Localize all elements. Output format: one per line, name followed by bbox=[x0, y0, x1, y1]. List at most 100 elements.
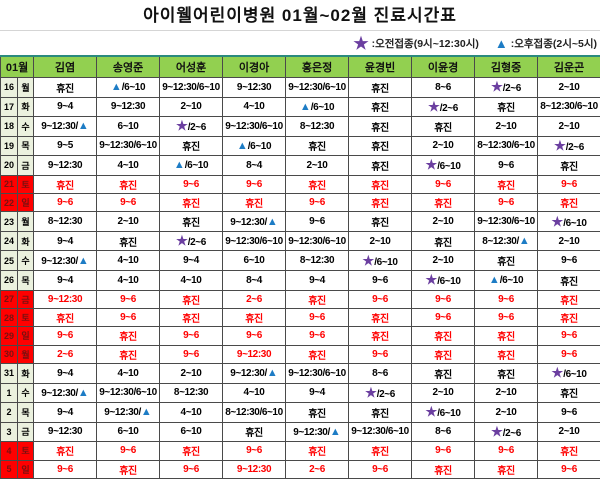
schedule-cell: 휴진 bbox=[348, 193, 413, 213]
schedule-cell: 9~12:30/▲ bbox=[33, 382, 98, 404]
doctor-name-header: 이윤경 bbox=[411, 55, 476, 78]
schedule-cell: 9~6 bbox=[96, 193, 161, 213]
day-cell: 토 bbox=[16, 307, 35, 328]
schedule-cell: 휴진 bbox=[474, 344, 539, 365]
date-cell: 27 bbox=[0, 289, 18, 309]
schedule-cell: 휴진 bbox=[33, 307, 98, 328]
afternoon-vaccine-triangle-icon: ▲ bbox=[140, 406, 152, 419]
morning-vaccine-star-icon: ★ bbox=[554, 137, 566, 153]
schedule-cell: 9~12:30/6~10 bbox=[222, 116, 287, 137]
schedule-row: 4 토 휴진 9~6 휴진 9~6 휴진 휴진 9~6 9~6 휴진 bbox=[0, 441, 600, 461]
schedule-cell: 9~6 bbox=[285, 326, 350, 346]
doctor-name-header: 김염 bbox=[33, 55, 98, 78]
schedule-row: 17 화 9~4 9~12:30 2~10 4~10 ▲/6~10 휴진 ★/2~6 휴진 8~12… bbox=[0, 96, 600, 118]
day-cell: 금 bbox=[16, 421, 35, 443]
schedule-cell: 9~6 bbox=[411, 307, 476, 328]
schedule-cell: 9~6 bbox=[222, 326, 287, 346]
schedule-cell: 휴진 bbox=[474, 96, 539, 118]
schedule-cell: 휴진 bbox=[96, 174, 161, 195]
schedule-cell: 2~10 bbox=[285, 155, 350, 176]
schedule-cell: 9~6 bbox=[285, 307, 350, 328]
schedule-cell: 8~12:30/6~10 bbox=[537, 96, 600, 118]
schedule-cell: 2~10 bbox=[537, 77, 600, 98]
schedule-cell: 9~6 bbox=[411, 441, 476, 461]
doctor-name-header: 이경아 bbox=[222, 55, 287, 78]
schedule-cell: 휴진 bbox=[285, 289, 350, 309]
schedule-cell: 2~10 bbox=[474, 116, 539, 137]
schedule-cell: 휴진 bbox=[474, 250, 539, 271]
schedule-cell: 휴진 bbox=[348, 402, 413, 423]
afternoon-vaccine-triangle-icon: ▲ bbox=[488, 274, 500, 287]
schedule-cell: 6~10 bbox=[159, 421, 224, 443]
schedule-cell: 2~10 bbox=[537, 230, 600, 252]
schedule-cell: 휴진 bbox=[159, 307, 224, 328]
schedule-cell: 9~6 bbox=[474, 289, 539, 309]
schedule-cell: 9~6 bbox=[159, 459, 224, 479]
schedule-cell: 4~10 bbox=[96, 250, 161, 271]
schedule-row: 18 수 9~12:30/▲ 6~10 ★/2~6 9~12:30/6~10 8~12:30… bbox=[0, 116, 600, 137]
schedule-cell: 9~6 bbox=[285, 193, 350, 213]
schedule-cell: 휴진 bbox=[33, 77, 98, 98]
schedule-cell: 2~10 bbox=[537, 421, 600, 443]
schedule-row: 2 목 9~4 9~12:30/▲ 4~10 8~12:30/6~10 휴진 휴진 ★/6~10… bbox=[0, 402, 600, 423]
schedule-cell: 9~6 bbox=[96, 307, 161, 328]
schedule-cell: 휴진 bbox=[537, 270, 600, 291]
schedule-cell: 9~12:30/6~10 bbox=[285, 363, 350, 384]
afternoon-vaccine-triangle-icon: ▲ bbox=[494, 35, 508, 51]
doctor-name-header: 어성훈 bbox=[159, 55, 224, 78]
morning-vaccine-star-icon: ★ bbox=[551, 213, 564, 229]
day-cell: 금 bbox=[16, 289, 35, 309]
date-cell: 18 bbox=[0, 116, 18, 137]
day-cell: 목 bbox=[16, 402, 35, 423]
schedule-row: 25 수 9~12:30/▲ 4~10 9~4 6~10 8~12:30 ★/6~10 2~10… bbox=[0, 250, 600, 271]
date-cell: 29 bbox=[0, 326, 18, 346]
schedule-cell: 9~4 bbox=[33, 96, 98, 118]
schedule-cell: 9~6 bbox=[348, 289, 413, 309]
page-title: 아이웰어린이병원 01월~02월 진료시간표 bbox=[143, 6, 457, 25]
schedule-table: 01월 김염 송영준 어성훈 이경아 홍은정 윤경빈 이윤경 김형중 김운곤 16 월 휴진 ▲/6~… bbox=[0, 55, 600, 479]
schedule-cell: 9~12:30/6~10 bbox=[285, 230, 350, 252]
afternoon-vaccine-triangle-icon: ▲ bbox=[236, 139, 248, 152]
afternoon-vaccine-triangle-icon: ▲ bbox=[110, 81, 122, 94]
schedule-cell: 9~4 bbox=[33, 402, 98, 423]
schedule-cell: 4~10 bbox=[159, 270, 224, 291]
morning-vaccine-star-icon: ★ bbox=[176, 233, 188, 249]
month-header: 01월 bbox=[0, 55, 35, 78]
schedule-cell: 휴진 bbox=[411, 344, 476, 365]
schedule-row: 1 수 9~12:30/▲ 9~12:30/6~10 8~12:30 4~10 9~4 ★/2… bbox=[0, 382, 600, 404]
schedule-cell: 휴진 bbox=[285, 344, 350, 365]
date-cell: 1 bbox=[0, 382, 18, 404]
schedule-cell: 9~12:30 bbox=[96, 96, 161, 118]
schedule-cell: ▲/6~10 bbox=[96, 77, 161, 98]
schedule-cell: 9~4 bbox=[285, 382, 350, 404]
schedule-cell: 9~12:30/6~10 bbox=[474, 211, 539, 232]
schedule-cell: 9~4 bbox=[159, 250, 224, 271]
schedule-cell: 8~12:30 bbox=[285, 250, 350, 271]
schedule-cell: ★/2~6 bbox=[159, 116, 224, 137]
schedule-cell: 9~4 bbox=[285, 270, 350, 291]
schedule-cell: 휴진 bbox=[159, 441, 224, 461]
date-cell: 20 bbox=[0, 155, 18, 176]
schedule-cell: 8~12:30/6~10 bbox=[222, 402, 287, 423]
schedule-cell: 9~12:30/▲ bbox=[285, 421, 350, 443]
afternoon-vaccine-triangle-icon: ▲ bbox=[173, 159, 185, 172]
schedule-cell: 휴진 bbox=[537, 441, 600, 461]
schedule-cell: 휴진 bbox=[348, 307, 413, 328]
schedule-cell: 6~10 bbox=[96, 116, 161, 137]
schedule-cell: 8~6 bbox=[411, 421, 476, 443]
schedule-row: 31 화 9~4 4~10 2~10 9~12:30/▲ 9~12:30/6~10 8~6 휴진… bbox=[0, 363, 600, 384]
schedule-cell: 2~10 bbox=[348, 230, 413, 252]
schedule-cell: 휴진 bbox=[348, 326, 413, 346]
schedule-cell: 8~12:30 bbox=[159, 382, 224, 404]
schedule-cell: ★/6~10 bbox=[348, 250, 413, 271]
schedule-cell: 9~6 bbox=[33, 459, 98, 479]
schedule-cell: 9~6 bbox=[96, 441, 161, 461]
schedule-cell: 9~6 bbox=[537, 326, 600, 346]
date-cell: 31 bbox=[0, 363, 18, 384]
schedule-cell: 9~6 bbox=[96, 289, 161, 309]
morning-vaccine-star-icon: ★ bbox=[491, 79, 503, 95]
day-cell: 수 bbox=[16, 116, 35, 137]
schedule-cell: 휴진 bbox=[159, 135, 224, 157]
schedule-cell: 9~12:30/6~10 bbox=[159, 77, 224, 98]
schedule-cell: 휴진 bbox=[537, 155, 600, 176]
